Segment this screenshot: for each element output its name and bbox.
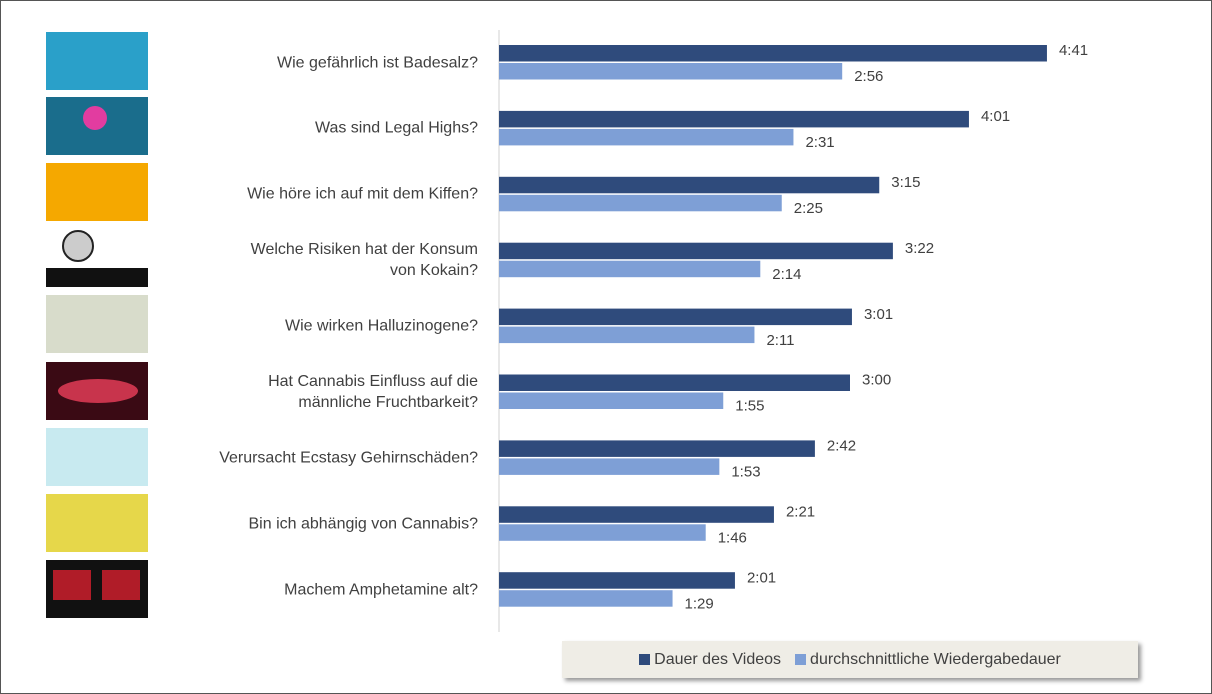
thumbnail	[46, 494, 148, 552]
legend-label: Dauer des Videos	[654, 650, 782, 668]
category-label: Wie gefährlich ist Badesalz?	[277, 54, 478, 71]
value-label: 2:56	[854, 68, 883, 85]
thumbnail	[46, 32, 148, 90]
thumbnail-detail	[53, 570, 91, 600]
category-label: Machem Amphetamine alt?	[284, 581, 478, 599]
value-label: 2:31	[805, 134, 834, 151]
value-label: 2:11	[766, 332, 794, 349]
bar	[499, 242, 893, 260]
value-label: 2:42	[827, 438, 856, 455]
bar	[499, 326, 755, 344]
thumbnails	[46, 32, 148, 618]
bar	[499, 440, 815, 457]
value-label: 4:41	[1059, 42, 1088, 59]
bar	[499, 194, 782, 212]
value-label: 2:25	[794, 200, 823, 217]
legend-item: Dauer des Videos	[639, 651, 781, 669]
value-label: 3:01	[864, 306, 893, 323]
bar	[499, 392, 724, 409]
bar	[499, 110, 969, 128]
category-label: Wie wirken Halluzinogene?	[285, 317, 478, 335]
bar	[499, 590, 673, 607]
bar	[499, 572, 735, 589]
thumbnail-detail	[62, 230, 94, 262]
value-label: 2:01	[747, 569, 776, 586]
value-label: 3:15	[891, 174, 920, 191]
value-label: 1:46	[718, 530, 747, 547]
legend-swatch	[795, 653, 807, 665]
bar	[499, 308, 852, 326]
value-label: 2:14	[772, 266, 801, 283]
thumbnail-detail	[46, 268, 148, 287]
bar	[499, 374, 850, 391]
legend-item: durchschnittliche Wiedergabedauer	[795, 651, 1061, 669]
value-label: 4:01	[981, 108, 1010, 125]
category-label: Verursacht Ecstasy Gehirnschäden?	[219, 449, 478, 467]
legend-label: durchschnittliche Wiedergabedauer	[810, 650, 1061, 668]
bar	[499, 128, 794, 146]
thumbnail-detail	[102, 570, 140, 600]
bar	[499, 506, 774, 523]
legend-swatch	[639, 653, 651, 665]
legend: Dauer des Videos durchschnittliche Wieder…	[562, 641, 1138, 678]
thumbnail	[46, 295, 148, 353]
value-label: 2:21	[786, 504, 815, 521]
bar	[499, 63, 843, 80]
value-label: 3:22	[905, 240, 934, 257]
category-label: Hat Cannabis Einfluss auf die männliche …	[268, 373, 478, 411]
category-label: Was sind Legal Highs?	[314, 119, 478, 137]
value-label: 1:55	[735, 398, 764, 415]
thumbnail-detail	[58, 379, 138, 403]
bar	[499, 524, 706, 541]
bar	[499, 260, 761, 278]
value-label: 1:29	[685, 595, 714, 612]
thumbnail	[46, 163, 148, 221]
bar	[499, 45, 1047, 62]
value-label: 1:53	[731, 464, 760, 481]
bar	[499, 458, 720, 475]
thumbnail-detail	[83, 106, 107, 130]
category-label: Wie höre ich auf mit dem Kiffen?	[247, 185, 478, 203]
category-label: Bin ich abhängig von Cannabis?	[248, 515, 479, 533]
thumbnail	[46, 428, 148, 486]
value-label: 3:00	[862, 372, 891, 389]
category-label: Welche Risiken hat der Konsum von Kokain…	[250, 241, 478, 280]
bar	[499, 176, 880, 194]
